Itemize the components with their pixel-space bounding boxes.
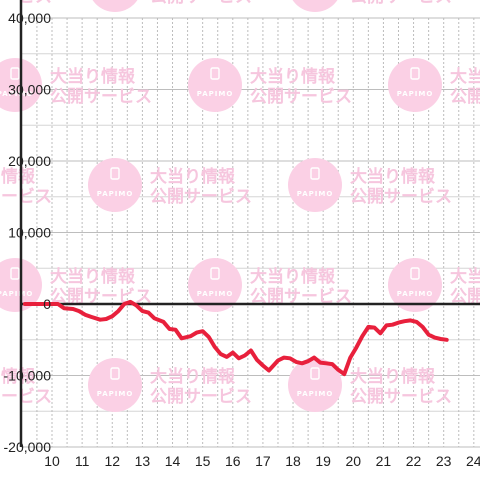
y-tick-label: -20,000 xyxy=(4,439,52,455)
watermark-line2: 公開サービス xyxy=(150,0,252,7)
watermark-brand: PAPIMO xyxy=(397,90,434,98)
series-layer xyxy=(22,299,449,377)
x-tick-label: 13 xyxy=(135,453,151,469)
x-tick-label: 14 xyxy=(165,453,181,469)
watermark-badge xyxy=(388,258,442,312)
watermark-line1: 大当り情報 xyxy=(50,266,136,287)
y-tick-label: -10,000 xyxy=(4,368,52,384)
watermark-badge xyxy=(188,58,242,112)
watermark-line1: 大当り情報 xyxy=(450,66,480,87)
y-tick-label: 0 xyxy=(43,296,51,312)
phone-icon xyxy=(210,267,220,280)
watermark-line1: 大当り情報 xyxy=(50,66,136,87)
phone-icon xyxy=(410,267,420,280)
x-tick-label: 21 xyxy=(376,453,392,469)
tick-labels: -20,000 -10,000 0 10,000 20,000 30,000 40,000 1… xyxy=(4,10,480,469)
x-tick-label: 10 xyxy=(44,453,60,469)
x-tick-label: 18 xyxy=(285,453,301,469)
x-tick-label: 23 xyxy=(436,453,452,469)
watermark-line1: 大当り情報 xyxy=(250,66,336,87)
y-tick-label: 10,000 xyxy=(8,225,51,241)
watermark-line2: 公開サービス xyxy=(0,0,52,7)
watermark-brand: PAPIMO xyxy=(0,90,33,98)
watermark-line1: 大当り情報 xyxy=(450,266,480,287)
x-tick-label: 16 xyxy=(225,453,241,469)
y-tick-label: 40,000 xyxy=(8,10,51,26)
watermark-line1: 大当り情報 xyxy=(0,366,36,387)
x-tick-label: 17 xyxy=(255,453,271,469)
watermark-badge xyxy=(88,358,142,412)
watermark-line2: 公開サービス xyxy=(450,287,480,307)
watermark-brand: PAPIMO xyxy=(97,190,134,198)
watermark-line2: 公開サービス xyxy=(150,387,252,407)
watermark-line1: 大当り情報 xyxy=(350,166,436,187)
phone-icon xyxy=(310,167,320,180)
watermark-badge xyxy=(92,0,138,12)
series-line xyxy=(22,299,449,377)
phone-icon xyxy=(310,367,320,380)
watermark-line2: 公開サービス xyxy=(450,87,480,107)
phone-icon xyxy=(10,267,20,280)
watermark-line1: 大当り情報 xyxy=(350,366,436,387)
x-tick-label: 15 xyxy=(195,453,211,469)
watermark-line2: 公開サービス xyxy=(350,187,452,207)
watermark-badge xyxy=(288,358,342,412)
watermark-brand: PAPIMO xyxy=(297,190,334,198)
y-tick-label: 20,000 xyxy=(8,153,51,169)
watermark-line2: 公開サービス xyxy=(250,87,352,107)
watermark-badge xyxy=(288,158,342,212)
watermark-line2: 公開サービス xyxy=(350,387,452,407)
watermark-line2: 公開サービス xyxy=(0,187,52,207)
phone-icon xyxy=(210,67,220,80)
watermark-line2: 公開サービス xyxy=(150,187,252,207)
watermark-badge xyxy=(88,158,142,212)
watermark-brand: PAPIMO xyxy=(297,390,334,398)
phone-icon xyxy=(410,67,420,80)
watermark-line1: 大当り情報 xyxy=(0,166,36,187)
watermark-line2: 公開サービス xyxy=(0,387,52,407)
watermark-line1: 大当り情報 xyxy=(150,366,236,387)
axes xyxy=(19,0,480,447)
phone-icon xyxy=(10,67,20,80)
watermark-line2: 公開サービス xyxy=(50,87,152,107)
watermark-line2: 公開サービス xyxy=(250,287,352,307)
x-tick-label: 19 xyxy=(315,453,331,469)
watermark-brand: PAPIMO xyxy=(197,290,234,298)
x-tick-label: 11 xyxy=(75,453,90,469)
watermark-brand: PAPIMO xyxy=(397,290,434,298)
watermark-line1: 大当り情報 xyxy=(250,266,336,287)
watermark-brand: PAPIMO xyxy=(0,290,33,298)
watermark-badge xyxy=(388,58,442,112)
watermark-badge xyxy=(188,258,242,312)
watermark-line2: 公開サービス xyxy=(350,0,452,7)
phone-icon xyxy=(110,167,120,180)
y-tick-label: 30,000 xyxy=(8,82,51,98)
x-tick-label: 12 xyxy=(104,453,120,469)
watermark-brand: PAPIMO xyxy=(97,390,134,398)
watermark-brand: PAPIMO xyxy=(197,90,234,98)
x-tick-label: 22 xyxy=(406,453,422,469)
watermark-line1: 大当り情報 xyxy=(150,166,236,187)
phone-icon xyxy=(110,367,120,380)
x-tick-label: 20 xyxy=(346,453,362,469)
watermark-badge xyxy=(292,0,338,12)
x-tick-label: 24 xyxy=(466,453,480,469)
